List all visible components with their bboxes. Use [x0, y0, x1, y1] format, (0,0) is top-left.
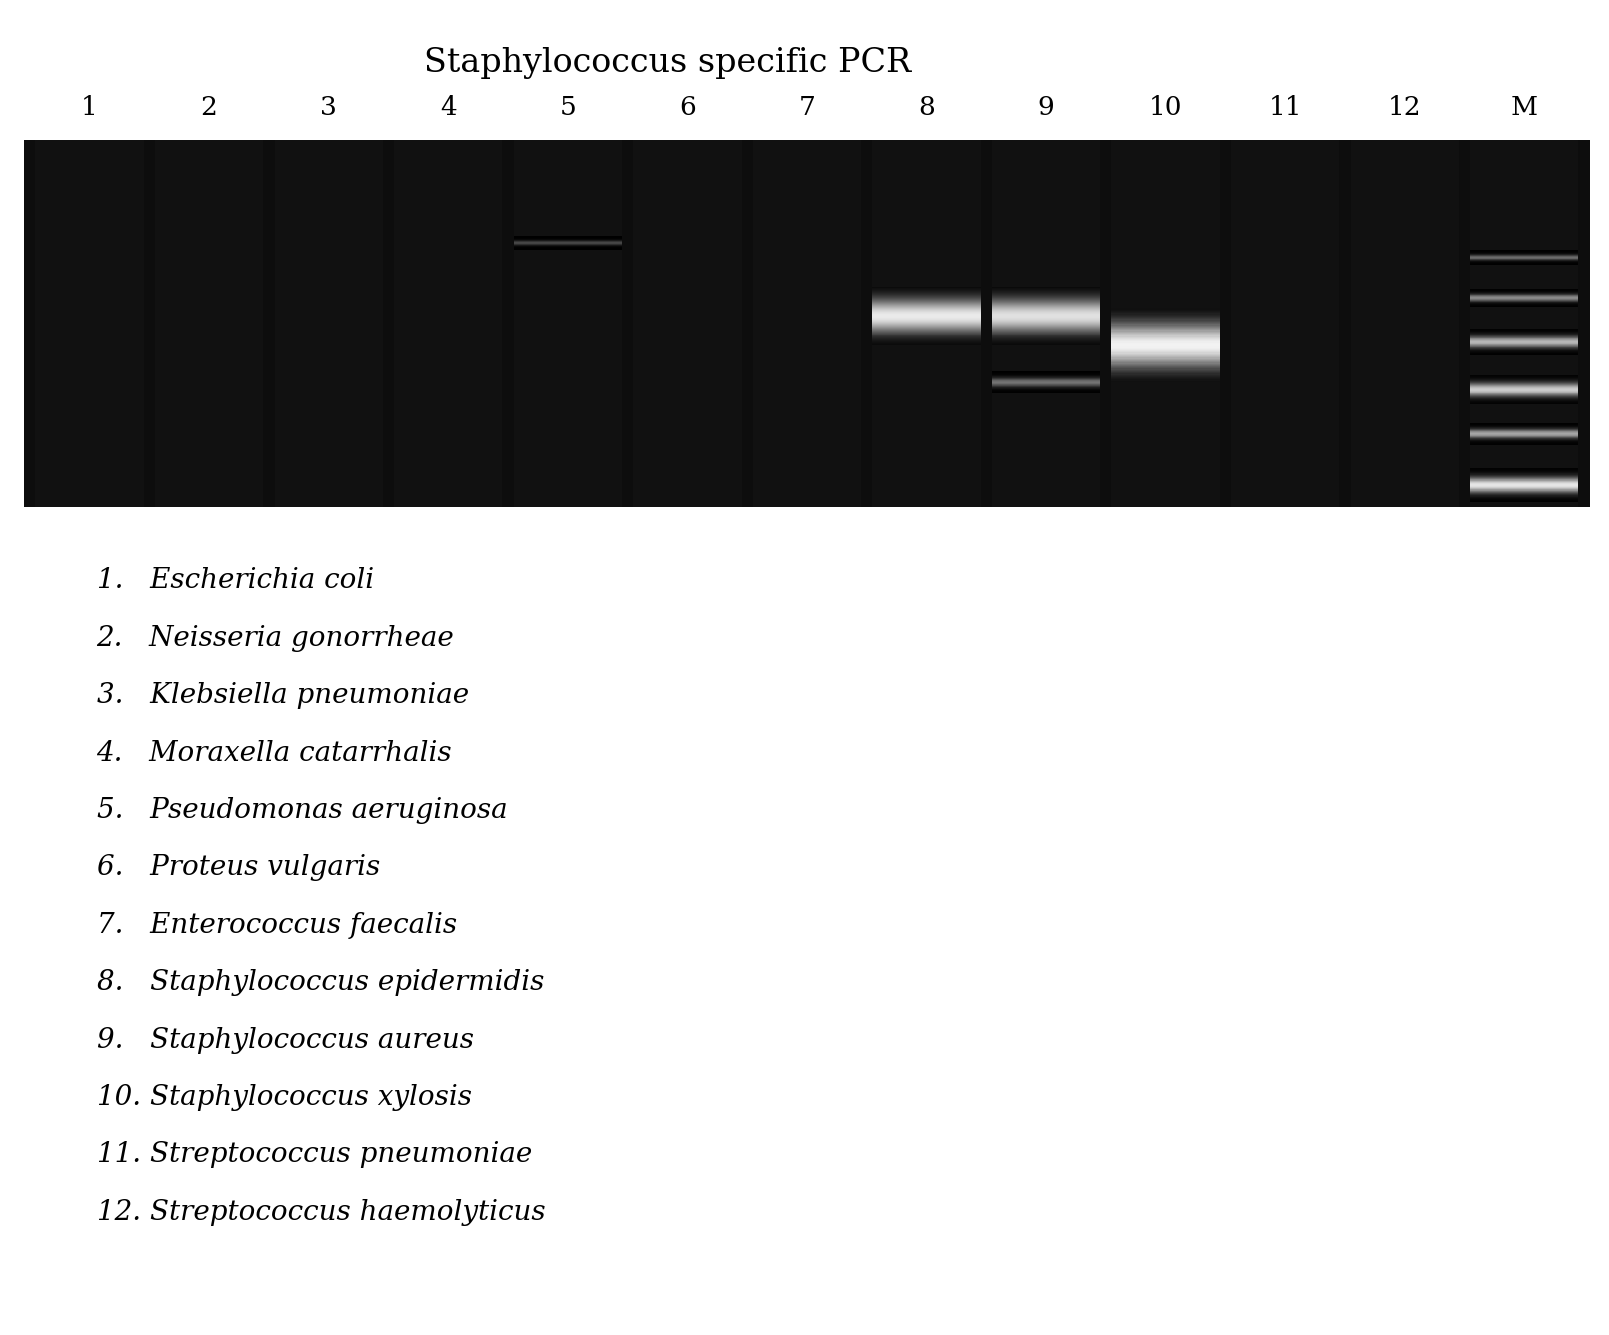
Bar — [753, 140, 861, 507]
Text: 3: 3 — [320, 95, 338, 120]
Text: 6: 6 — [679, 95, 695, 120]
Text: 9.   Staphylococcus aureus: 9. Staphylococcus aureus — [97, 1027, 473, 1053]
Text: 8: 8 — [919, 95, 935, 120]
Bar — [991, 140, 1101, 507]
Text: 5.   Pseudomonas aeruginosa: 5. Pseudomonas aeruginosa — [97, 797, 507, 824]
Text: 11. Streptococcus pneumoniae: 11. Streptococcus pneumoniae — [97, 1141, 533, 1168]
Text: Staphylococcus specific PCR: Staphylococcus specific PCR — [425, 47, 911, 79]
Text: 2: 2 — [201, 95, 217, 120]
Text: 12: 12 — [1389, 95, 1421, 120]
Bar — [513, 140, 623, 507]
Bar — [872, 140, 980, 507]
Text: M: M — [1511, 95, 1538, 120]
Bar — [35, 140, 143, 507]
Text: 10. Staphylococcus xylosis: 10. Staphylococcus xylosis — [97, 1084, 471, 1111]
Text: 10: 10 — [1149, 95, 1183, 120]
Text: 9: 9 — [1038, 95, 1054, 120]
Bar — [275, 140, 383, 507]
Bar — [394, 140, 502, 507]
Text: 11: 11 — [1268, 95, 1302, 120]
Text: 4: 4 — [439, 95, 457, 120]
Text: 7: 7 — [798, 95, 816, 120]
Text: 1: 1 — [80, 95, 98, 120]
Bar — [1231, 140, 1339, 507]
Text: 6.   Proteus vulgaris: 6. Proteus vulgaris — [97, 854, 380, 881]
Bar — [24, 140, 1590, 507]
Text: 5: 5 — [560, 95, 576, 120]
Text: 2.   Neisseria gonorrheae: 2. Neisseria gonorrheae — [97, 625, 454, 651]
Text: 3.   Klebsiella pneumoniae: 3. Klebsiella pneumoniae — [97, 682, 468, 709]
Bar — [1112, 140, 1220, 507]
Text: 4.   Moraxella catarrhalis: 4. Moraxella catarrhalis — [97, 740, 452, 766]
Bar — [634, 140, 742, 507]
Text: 8.   Staphylococcus epidermidis: 8. Staphylococcus epidermidis — [97, 969, 544, 996]
Text: 7.   Enterococcus faecalis: 7. Enterococcus faecalis — [97, 912, 457, 939]
Text: 12. Streptococcus haemolyticus: 12. Streptococcus haemolyticus — [97, 1199, 545, 1226]
Bar — [154, 140, 264, 507]
Bar — [1350, 140, 1459, 507]
Bar — [1471, 140, 1578, 507]
Text: 1.   Escherichia coli: 1. Escherichia coli — [97, 567, 373, 594]
